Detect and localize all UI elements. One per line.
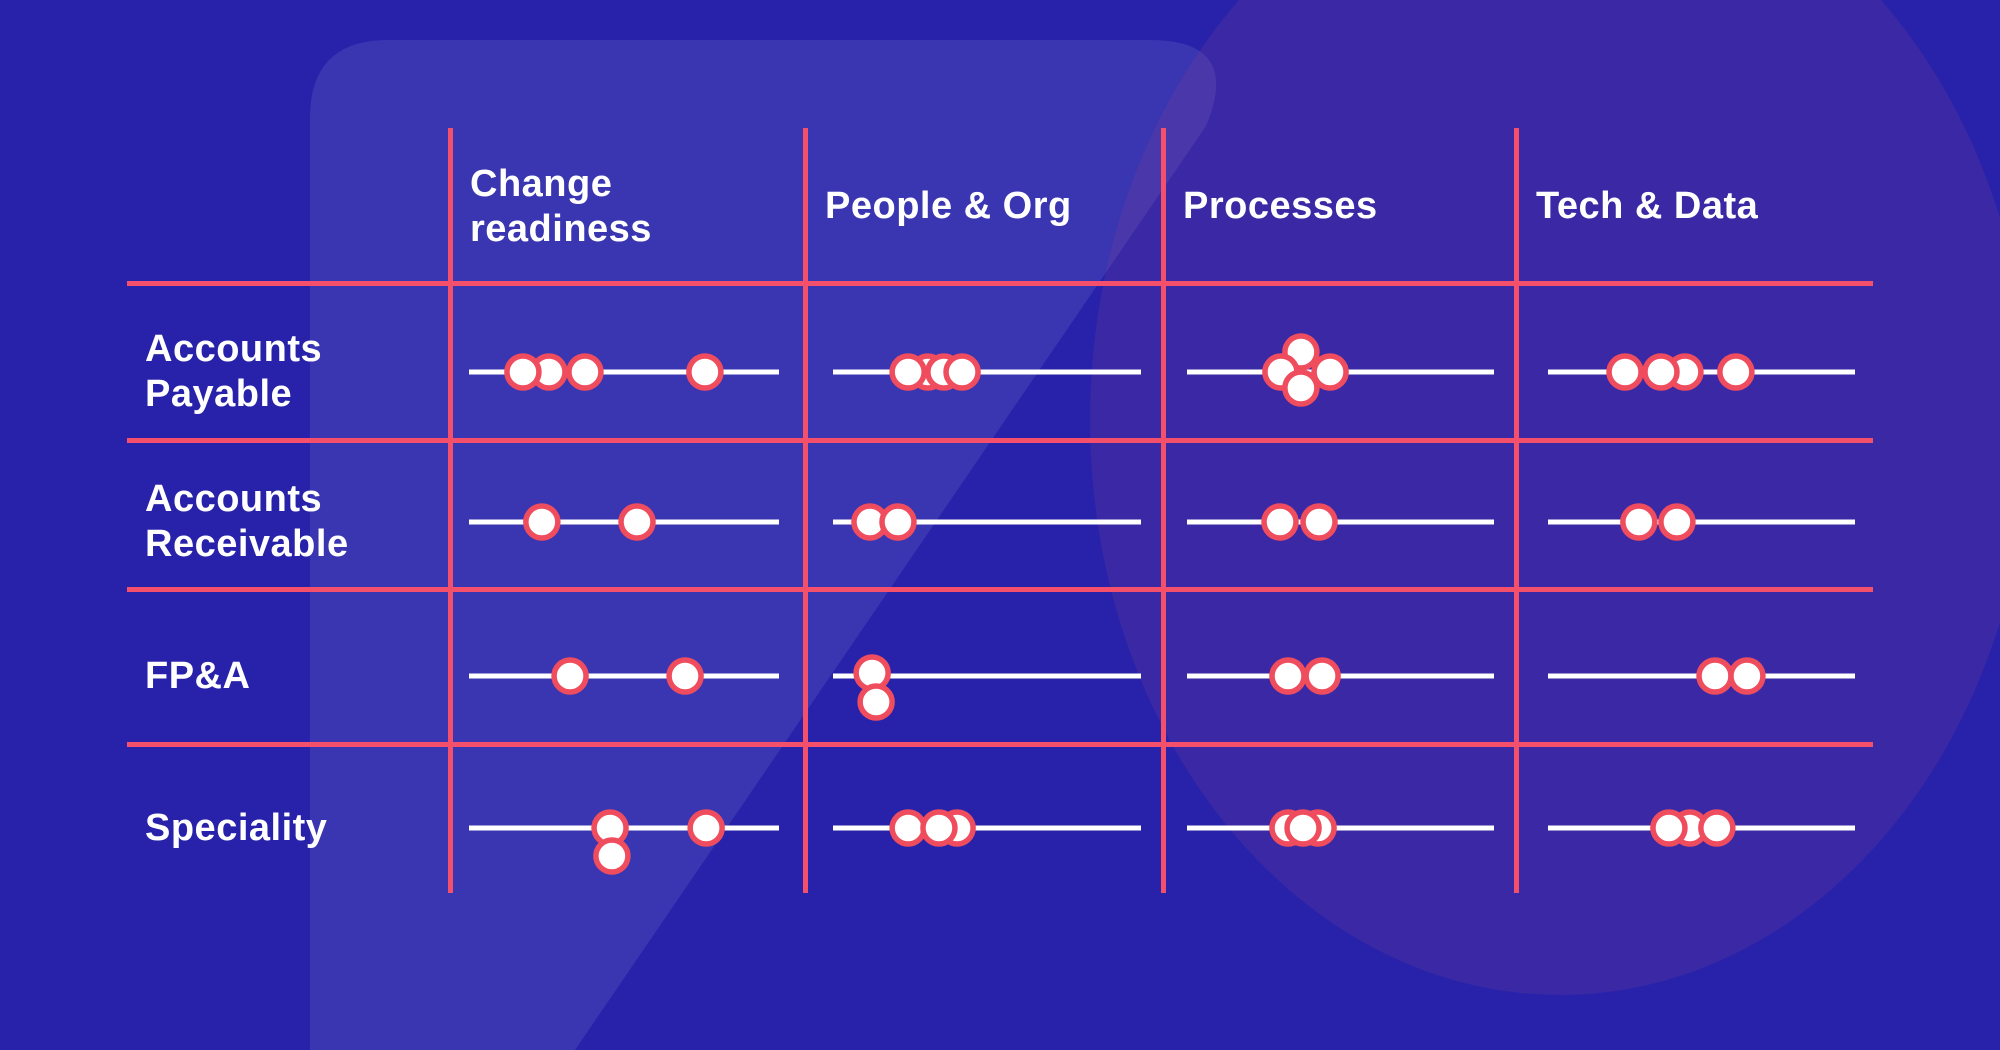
- rating-dot: [1658, 503, 1696, 541]
- rating-dot: [920, 809, 958, 847]
- slider-line: [469, 673, 779, 679]
- rating-dot: [879, 503, 917, 541]
- rating-dot: [1261, 503, 1299, 541]
- rating-dot: [1606, 353, 1644, 391]
- slider-cell-r4-c2: [833, 809, 1141, 847]
- row-label-text: FP&A: [145, 654, 251, 697]
- grid-vertical-line-4: [1513, 128, 1519, 893]
- row-label-4: Speciality: [145, 753, 440, 903]
- rating-dot: [1300, 503, 1338, 541]
- rating-dot: [1284, 809, 1322, 847]
- slider-cell-r4-c4: [1548, 809, 1855, 847]
- slider-cell-r3-c4: [1548, 657, 1855, 695]
- rating-dot: [857, 683, 895, 721]
- column-header-label: Processes: [1183, 185, 1378, 228]
- rating-dot: [551, 657, 589, 695]
- column-header-2: People & Org: [825, 130, 1125, 283]
- slider-cell-r2-c2: [833, 503, 1141, 541]
- rating-dot: [523, 503, 561, 541]
- rating-dot: [666, 657, 704, 695]
- row-label-1: Accounts Payable: [145, 297, 440, 447]
- slider-line: [833, 519, 1141, 525]
- rating-dot: [566, 353, 604, 391]
- slider-cell-r3-c1: [469, 657, 779, 695]
- grid-vertical-line-2: [802, 128, 808, 893]
- rating-dot: [1311, 353, 1349, 391]
- slider-cell-r4-c3: [1187, 809, 1494, 847]
- row-label-text: Accounts Receivable: [145, 478, 349, 565]
- row-label-2: Accounts Receivable: [145, 447, 440, 597]
- grid-horizontal-line-2: [127, 437, 1873, 443]
- rating-dot: [943, 353, 981, 391]
- rating-dot: [687, 809, 725, 847]
- slider-cell-r1-c2: [833, 353, 1141, 391]
- column-header-label: Change readiness: [470, 162, 652, 250]
- slider-cell-r2-c1: [469, 503, 779, 541]
- row-label-3: FP&A: [145, 601, 440, 751]
- row-label-text: Speciality: [145, 806, 328, 849]
- column-header-label: People & Org: [825, 185, 1072, 228]
- slider-cell-r3-c2: [833, 654, 1141, 721]
- rating-dot: [1728, 657, 1766, 695]
- rating-dot: [618, 503, 656, 541]
- column-header-4: Tech & Data: [1536, 130, 1836, 283]
- bg-rounded-panel-shape: [310, 40, 1217, 1050]
- slider-line: [1187, 519, 1494, 525]
- slider-cell-r4-c1: [469, 809, 779, 875]
- column-header-label: Tech & Data: [1536, 185, 1759, 228]
- slider-line: [469, 369, 779, 375]
- slider-cell-r3-c3: [1187, 657, 1494, 695]
- rating-dot: [1698, 809, 1736, 847]
- grid-horizontal-line-1: [127, 280, 1873, 286]
- slider-line: [833, 369, 1141, 375]
- slider-cell-r2-c3: [1187, 503, 1494, 541]
- rating-dot: [504, 353, 542, 391]
- slider-cell-r2-c4: [1548, 503, 1855, 541]
- grid-vertical-line-3: [1160, 128, 1166, 893]
- rating-dot: [1282, 369, 1320, 407]
- slider-cell-r1-c4: [1548, 353, 1855, 391]
- rating-dot: [889, 353, 927, 391]
- slider-line: [833, 825, 1141, 831]
- column-header-1: Change readiness: [470, 130, 770, 283]
- slider-cell-r1-c3: [1187, 333, 1494, 407]
- slider-line: [833, 673, 1141, 679]
- rating-dot: [686, 353, 724, 391]
- row-label-text: Accounts Payable: [145, 328, 323, 415]
- rating-dot: [1269, 657, 1307, 695]
- slider-line: [1187, 825, 1494, 831]
- column-header-3: Processes: [1183, 130, 1483, 283]
- rating-dot: [889, 809, 927, 847]
- slider-line: [1548, 519, 1855, 525]
- slider-cell-r1-c1: [469, 353, 779, 391]
- grid-horizontal-line-4: [127, 741, 1873, 747]
- rating-dot: [1650, 809, 1688, 847]
- rating-dot: [1303, 657, 1341, 695]
- grid-horizontal-line-3: [127, 586, 1873, 592]
- rating-dot: [1717, 353, 1755, 391]
- grid-vertical-line-1: [447, 128, 453, 893]
- rating-dot: [1642, 353, 1680, 391]
- rating-dot: [1620, 503, 1658, 541]
- rating-dot: [1696, 657, 1734, 695]
- rating-dot: [593, 837, 631, 875]
